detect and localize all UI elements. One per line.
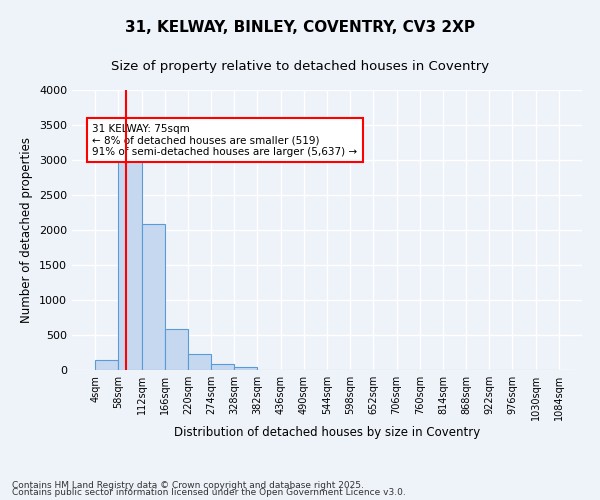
Bar bbox=[95, 360, 118, 370]
X-axis label: Distribution of detached houses by size in Coventry: Distribution of detached houses by size … bbox=[174, 426, 480, 438]
Bar bbox=[234, 366, 257, 370]
Text: Size of property relative to detached houses in Coventry: Size of property relative to detached ho… bbox=[111, 60, 489, 73]
Text: Contains public sector information licensed under the Open Government Licence v3: Contains public sector information licen… bbox=[12, 488, 406, 497]
Bar bbox=[165, 330, 188, 370]
Bar bbox=[188, 354, 211, 370]
Y-axis label: Number of detached properties: Number of detached properties bbox=[20, 137, 34, 323]
Text: Contains HM Land Registry data © Crown copyright and database right 2025.: Contains HM Land Registry data © Crown c… bbox=[12, 480, 364, 490]
Text: 31 KELWAY: 75sqm
← 8% of detached houses are smaller (519)
91% of semi-detached : 31 KELWAY: 75sqm ← 8% of detached houses… bbox=[92, 124, 358, 157]
Bar bbox=[118, 153, 142, 370]
Bar bbox=[142, 224, 165, 370]
Bar bbox=[211, 364, 234, 370]
Text: 31, KELWAY, BINLEY, COVENTRY, CV3 2XP: 31, KELWAY, BINLEY, COVENTRY, CV3 2XP bbox=[125, 20, 475, 35]
